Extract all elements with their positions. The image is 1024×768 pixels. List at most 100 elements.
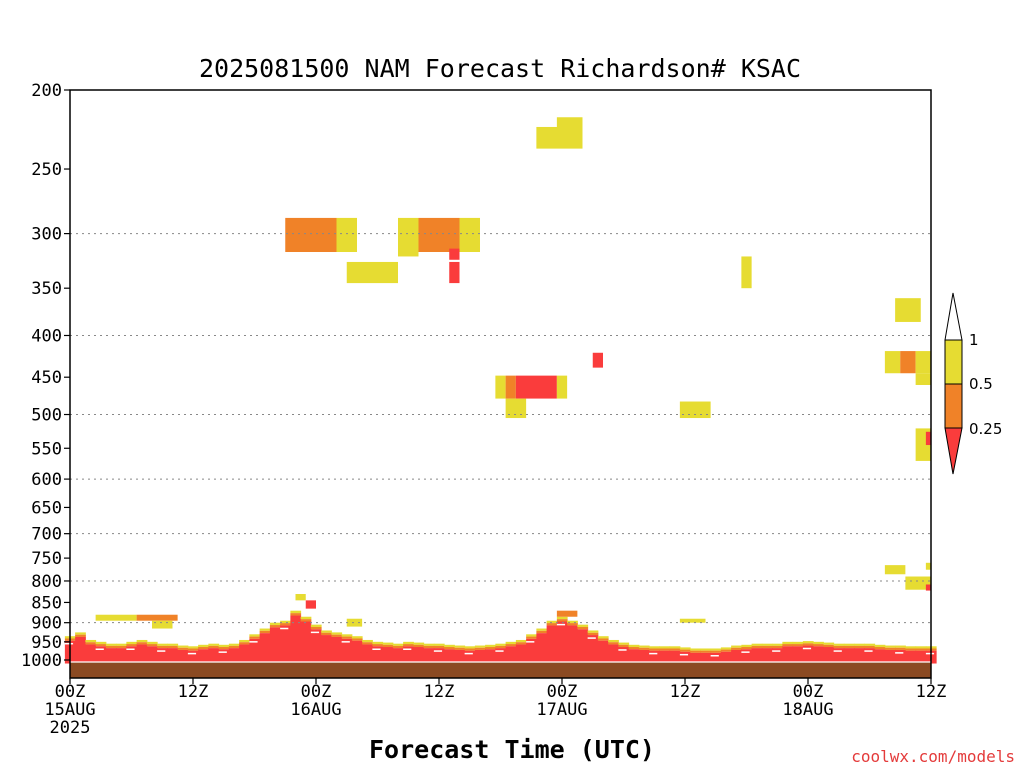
column-cell-orange	[177, 647, 189, 650]
column-cell-yellow	[659, 646, 671, 649]
column-cell-red	[485, 649, 496, 664]
column-cell-yellow	[116, 643, 127, 646]
column-gap	[372, 648, 381, 650]
patch-yellow	[915, 373, 931, 385]
column-cell-red	[628, 649, 640, 664]
patch-red	[449, 248, 460, 260]
column-cell-red	[157, 648, 168, 664]
column-gap	[710, 655, 719, 657]
column-cell-red	[382, 647, 394, 664]
y-tick-label: 750	[31, 549, 62, 569]
patch-red	[515, 375, 557, 399]
column-cell-red	[239, 644, 250, 664]
column-gap	[495, 650, 504, 652]
y-tick-label: 650	[31, 498, 62, 518]
column-cell-yellow	[95, 641, 107, 645]
column-cell-yellow	[905, 646, 917, 649]
credit-text: coolwx.com/models	[851, 747, 1015, 766]
column-cell-orange	[741, 647, 753, 650]
y-tick-label: 500	[31, 406, 62, 426]
legend-swatch-yellow	[945, 340, 962, 384]
column-cell-yellow	[556, 616, 568, 620]
column-cell-yellow	[474, 645, 486, 648]
column-cell-yellow	[577, 624, 589, 627]
column-cell-orange	[208, 645, 220, 649]
column-cell-orange	[802, 643, 814, 646]
column-cell-red	[351, 640, 363, 664]
column-cell-red	[280, 625, 291, 664]
column-cell-orange	[351, 638, 363, 641]
column-cell-red	[167, 648, 179, 664]
column-cell-yellow	[177, 645, 189, 648]
column-cell-yellow	[628, 644, 640, 648]
column-gap	[587, 637, 596, 639]
column-cell-red	[433, 648, 445, 664]
patch-yellow	[556, 117, 583, 134]
column-cell-yellow	[362, 639, 373, 643]
column-cell-red	[741, 649, 753, 664]
data-cells	[64, 117, 937, 678]
column-cell-red	[854, 648, 865, 664]
column-cell-red	[597, 640, 609, 664]
column-cell-yellow	[280, 620, 291, 624]
column-cell-orange	[75, 634, 86, 637]
column-cell-orange	[95, 644, 107, 647]
column-cell-orange	[321, 632, 332, 636]
column-cell-yellow	[587, 630, 599, 633]
x-tick-label: 15AUG	[44, 700, 95, 720]
patch-yellow	[679, 401, 711, 419]
column-cell-orange	[567, 623, 578, 626]
column-cell-orange	[187, 648, 199, 651]
column-gap	[218, 651, 227, 653]
column-cell-orange	[720, 649, 732, 652]
column-cell-orange	[751, 645, 763, 649]
patch-yellow	[556, 375, 568, 399]
column-cell-yellow	[823, 642, 835, 645]
column-cell-yellow	[792, 641, 804, 645]
column-cell-orange	[905, 648, 917, 651]
column-cell-orange	[474, 647, 486, 650]
patch-yellow	[925, 562, 931, 570]
column-cell-red	[290, 615, 302, 664]
column-cell-yellow	[690, 648, 701, 651]
column-cell-red	[833, 648, 845, 664]
column-gap	[741, 651, 750, 653]
patch-red	[925, 584, 931, 591]
column-cell-orange	[167, 645, 179, 649]
x-tick-label: 12Z	[916, 682, 947, 702]
column-gap	[157, 650, 166, 652]
column-cell-yellow	[546, 620, 558, 624]
column-cell-red	[331, 636, 343, 664]
column-cell-yellow	[372, 641, 384, 645]
column-cell-yellow	[300, 616, 312, 620]
column-cell-red	[444, 649, 455, 664]
column-cell-red	[761, 648, 773, 664]
column-cell-red	[95, 646, 107, 664]
column-cell-red	[556, 621, 568, 664]
column-cell-yellow	[198, 644, 209, 648]
column-cell-red	[413, 647, 425, 664]
column-cell-orange	[854, 645, 865, 649]
column-cell-orange	[515, 642, 527, 645]
column-gap	[864, 650, 873, 652]
patch-yellow	[346, 618, 363, 627]
x-tick-label: 12Z	[178, 682, 209, 702]
column-cell-red	[720, 651, 732, 664]
x-tick-label: 17AUG	[536, 700, 587, 720]
column-cell-orange	[874, 647, 886, 650]
column-cell-red	[474, 649, 486, 664]
column-cell-red	[228, 648, 240, 664]
column-cell-orange	[782, 644, 794, 647]
patch-orange	[136, 614, 178, 621]
column-cell-orange	[413, 644, 425, 648]
column-cell-orange	[85, 642, 97, 645]
y-tick-label: 600	[31, 470, 62, 490]
column-cell-yellow	[310, 624, 322, 627]
column-cell-yellow	[454, 645, 466, 648]
column-cell-yellow	[895, 645, 906, 648]
y-tick-label: 300	[31, 225, 62, 245]
column-cell-yellow	[751, 643, 763, 646]
column-cell-red	[813, 646, 824, 664]
y-tick-label: 350	[31, 279, 62, 299]
column-cell-red	[372, 646, 384, 664]
